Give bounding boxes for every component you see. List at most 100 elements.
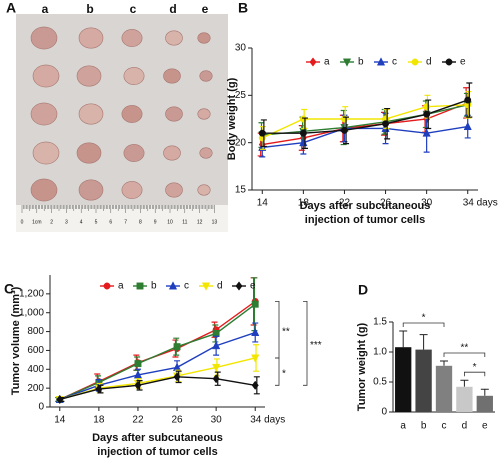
- x-tick-label: d: [462, 421, 468, 432]
- ruler-label: 0: [21, 219, 24, 225]
- marker: [134, 380, 142, 390]
- panel-label: A: [6, 0, 16, 16]
- x-tick-label: 22: [339, 198, 351, 209]
- x-tick-label: 34 days: [463, 198, 498, 209]
- significance-label: **: [282, 326, 290, 337]
- legend-marker: [235, 281, 243, 291]
- legend-label: a: [118, 281, 124, 292]
- tumor: [78, 179, 104, 201]
- marker: [251, 327, 260, 336]
- x-tick-label: e: [482, 421, 488, 432]
- bar: [435, 365, 453, 412]
- tumor: [121, 105, 143, 123]
- y-tick-label: 30: [235, 43, 247, 54]
- x-tick-label: 26: [380, 198, 392, 209]
- tumor: [30, 102, 58, 126]
- significance-bracket: [303, 301, 308, 386]
- significance-bracket: [464, 371, 486, 377]
- column-label: a: [42, 2, 49, 16]
- column-label: e: [202, 2, 209, 16]
- tumor: [121, 181, 143, 199]
- marker: [464, 96, 472, 104]
- series-line: [262, 102, 468, 146]
- marker: [173, 343, 181, 351]
- tumor: [32, 141, 60, 165]
- significance-label: **: [461, 343, 469, 354]
- x-axis-label: injection of tumor cells: [97, 446, 217, 458]
- ruler-label: 3: [65, 219, 68, 225]
- significance-label: ***: [310, 340, 322, 351]
- panel-label: B: [238, 0, 248, 16]
- panel-label: D: [358, 282, 368, 298]
- x-tick-label: 30: [421, 198, 433, 209]
- ruler-label: 11: [182, 219, 187, 225]
- significance-bracket: [275, 301, 280, 359]
- marker: [299, 129, 307, 137]
- tumor: [76, 65, 102, 87]
- ruler-label: 6: [109, 219, 112, 225]
- marker: [56, 394, 64, 405]
- y-tick-label: 1.0: [373, 347, 387, 358]
- column-label: d: [169, 2, 176, 16]
- x-tick-label: c: [442, 421, 447, 432]
- ruler-label: 13: [212, 219, 218, 225]
- marker: [463, 121, 472, 131]
- column-label: c: [130, 2, 137, 16]
- legend-marker: [103, 282, 111, 290]
- marker: [251, 354, 260, 363]
- series-line: [262, 125, 468, 149]
- bar: [456, 386, 473, 412]
- tumor: [197, 32, 211, 44]
- tumor: [30, 178, 58, 202]
- legend-label: c: [184, 281, 189, 292]
- column-label: b: [86, 2, 93, 16]
- marker: [95, 384, 103, 394]
- y-tick-label: 800: [27, 326, 44, 337]
- significance-bracket: [443, 352, 486, 357]
- significance-bracket: [402, 322, 445, 327]
- x-tick-label: b: [421, 421, 427, 432]
- marker: [251, 300, 259, 308]
- significance-label: *: [473, 362, 477, 373]
- ruler: [16, 205, 228, 232]
- legend-marker: [376, 57, 386, 66]
- y-axis-label: Body weight (g): [226, 77, 238, 160]
- marker: [212, 374, 220, 384]
- tumor: [163, 145, 181, 161]
- y-tick-label: 600: [27, 345, 44, 356]
- series-line: [261, 104, 468, 139]
- series-line: [262, 104, 468, 136]
- tumor: [123, 144, 145, 162]
- tumor: [165, 30, 183, 46]
- error-bar: [480, 388, 489, 396]
- y-tick-label: 20: [235, 137, 247, 148]
- marker: [422, 128, 431, 137]
- legend-label: b: [151, 281, 157, 292]
- tumor: [165, 106, 183, 122]
- error-bar: [460, 379, 469, 387]
- tumor: [78, 103, 104, 125]
- bar: [415, 349, 432, 412]
- series-line: [59, 303, 256, 401]
- legend-marker: [445, 58, 453, 66]
- legend-label: b: [358, 57, 364, 68]
- significance-bracket: [275, 357, 280, 386]
- x-tick-label: 30: [211, 415, 223, 426]
- bar: [476, 395, 493, 412]
- y-tick-label: 1,000: [19, 307, 44, 318]
- tumor: [165, 182, 183, 198]
- ruler-label: 12: [197, 219, 203, 225]
- legend-label: a: [324, 57, 330, 68]
- marker: [423, 103, 431, 111]
- x-tick-label: 26: [171, 415, 183, 426]
- tumor: [197, 184, 211, 196]
- marker: [173, 372, 181, 382]
- significance-label: *: [282, 368, 286, 379]
- marker: [134, 360, 142, 368]
- legend-marker: [342, 58, 352, 67]
- ruler-label: 1cm: [32, 219, 41, 225]
- tumor: [76, 142, 102, 164]
- ruler-label: 10: [167, 219, 173, 225]
- ruler-label: 2: [50, 219, 53, 225]
